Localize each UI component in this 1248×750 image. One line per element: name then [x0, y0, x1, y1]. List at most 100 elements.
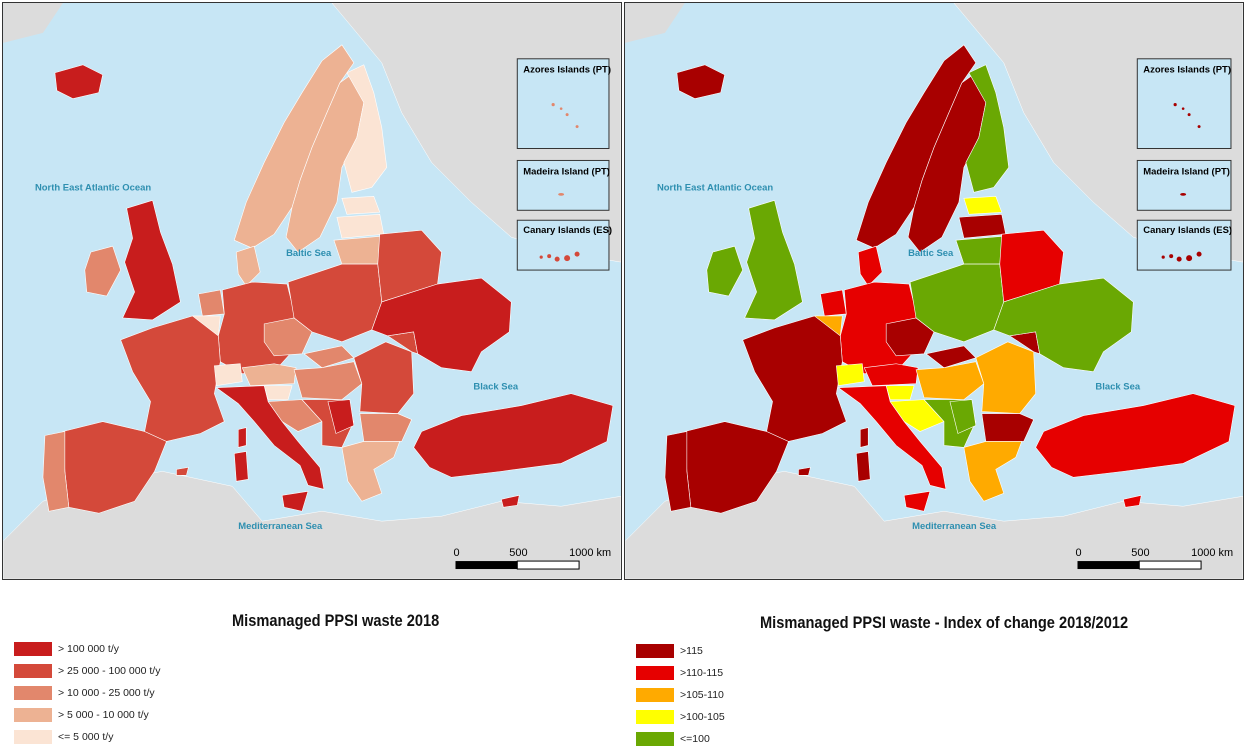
scale-start: 0 — [454, 547, 460, 559]
greenland-edge — [3, 3, 63, 43]
region-sardinia — [855, 451, 871, 482]
scale-end: 1000 km — [569, 547, 611, 559]
region-balearics — [176, 467, 189, 476]
region-switzerland — [836, 363, 865, 387]
map-index-change: North East Atlantic Ocean Baltic Sea Bla… — [625, 3, 1243, 579]
region-serbia-core — [327, 399, 355, 434]
legend-swatch — [636, 688, 674, 702]
map-panel-index-change: North East Atlantic Ocean Baltic Sea Bla… — [624, 2, 1244, 580]
inset-canary: Canary Islands (ES) — [516, 219, 612, 271]
legend-label: > 5 000 - 10 000 t/y — [58, 709, 149, 721]
region-ukraine — [993, 277, 1134, 373]
inset-azores: Azores Islands (PT) — [1136, 58, 1232, 149]
legend-item: > 5 000 - 10 000 t/y — [14, 704, 160, 726]
region-ireland — [84, 245, 121, 297]
inset-title-canary: Canary Islands (ES) — [523, 225, 612, 236]
legend-item: > 10 000 - 25 000 t/y — [14, 682, 160, 704]
legend-swatch — [636, 710, 674, 724]
region-greece — [963, 441, 1023, 502]
label-baltic: Baltic Sea — [286, 248, 332, 259]
region-turkey — [413, 393, 614, 478]
legend-swatch — [14, 664, 52, 678]
inset-title-canary: Canary Islands (ES) — [1143, 225, 1232, 236]
region-lithuania — [333, 235, 383, 265]
region-finland — [965, 64, 1010, 193]
region-sicily — [281, 490, 309, 512]
region-bulgaria — [981, 413, 1035, 442]
region-latvia — [336, 213, 385, 239]
legend-title-index-change: Mismanaged PPSI waste - Index of change … — [760, 613, 1129, 632]
region-slovenia — [885, 385, 915, 400]
region-balearics — [798, 467, 811, 476]
legend-swatch — [14, 686, 52, 700]
inset-azores: Azores Islands (PT) — [516, 58, 611, 149]
inset-madeira: Madeira Island (PT) — [1136, 159, 1232, 211]
legend-label: > 10 000 - 25 000 t/y — [58, 687, 155, 699]
label-black-sea: Black Sea — [1095, 382, 1140, 393]
region-hungary — [293, 361, 363, 400]
legend-swatch — [636, 666, 674, 680]
region-denmark — [235, 245, 261, 287]
region-bulgaria — [359, 413, 413, 442]
region-estonia — [963, 196, 1003, 215]
region-serbia-core — [949, 399, 977, 434]
label-atlantic: North East Atlantic Ocean — [657, 182, 773, 193]
region-uk — [122, 199, 181, 321]
scale-end: 1000 km — [1191, 547, 1233, 559]
label-mediterranean: Mediterranean Sea — [912, 521, 997, 532]
region-iceland — [54, 64, 104, 99]
legend-label: >105-110 — [680, 689, 724, 701]
inset-canary: Canary Islands (ES) — [1136, 219, 1232, 271]
region-italy — [215, 385, 325, 490]
legend-item: <= 5 000 t/y — [14, 726, 160, 748]
label-mediterranean: Mediterranean Sea — [238, 521, 323, 532]
legend-swatch — [14, 642, 52, 656]
region-france — [742, 315, 847, 442]
region-italy — [837, 385, 947, 490]
region-austria — [863, 363, 919, 386]
scale-mid: 500 — [509, 547, 527, 559]
map-2018: North East Atlantic Ocean Baltic Sea Bla… — [3, 3, 621, 579]
region-netherlands — [820, 289, 847, 317]
legend-item: >100-105 — [636, 706, 725, 728]
legend-swatch — [636, 644, 674, 658]
legend-swatch — [14, 730, 52, 744]
map-panel-2018: North East Atlantic Ocean Baltic Sea Bla… — [2, 2, 622, 580]
region-latvia — [958, 213, 1007, 239]
label-baltic: Baltic Sea — [908, 248, 954, 259]
inset-madeira: Madeira Island (PT) — [516, 159, 610, 211]
label-black-sea: Black Sea — [473, 382, 518, 393]
region-ukraine — [371, 277, 512, 373]
legend-item: > 25 000 - 100 000 t/y — [14, 660, 160, 682]
region-slovenia — [263, 385, 293, 400]
region-portugal — [42, 431, 70, 512]
region-romania — [975, 341, 1036, 414]
region-uk — [744, 199, 803, 321]
inset-title-azores: Azores Islands (PT) — [523, 65, 611, 76]
region-france — [120, 315, 225, 442]
scale-mid: 500 — [1131, 547, 1149, 559]
region-sardinia — [233, 451, 249, 482]
legend-2018: > 100 000 t/y > 25 000 - 100 000 t/y > 1… — [14, 638, 160, 748]
region-portugal — [664, 431, 692, 512]
legend-label: >110-115 — [680, 667, 724, 679]
region-corsica — [859, 427, 869, 448]
legend-index-change: >115 >110-115 >105-110 >100-105 <=100 — [636, 640, 725, 750]
legend-label: >100-105 — [680, 711, 725, 723]
legend-label: <= 5 000 t/y — [58, 731, 114, 743]
legend-item: <=100 — [636, 728, 725, 750]
region-greece — [341, 441, 401, 502]
scale-bar: 0 500 1000 km — [454, 547, 611, 570]
region-sicily — [903, 490, 931, 512]
region-finland — [343, 64, 388, 193]
region-lithuania — [955, 235, 1005, 265]
region-cyprus — [1122, 494, 1142, 508]
legend-item: >105-110 — [636, 684, 725, 706]
region-netherlands — [198, 289, 225, 317]
region-iceland — [676, 64, 726, 99]
greenland-edge — [625, 3, 685, 43]
legend-item: > 100 000 t/y — [14, 638, 160, 660]
inset-title-madeira: Madeira Island (PT) — [1143, 166, 1230, 177]
legend-label: > 100 000 t/y — [58, 643, 120, 655]
region-denmark — [857, 245, 883, 287]
